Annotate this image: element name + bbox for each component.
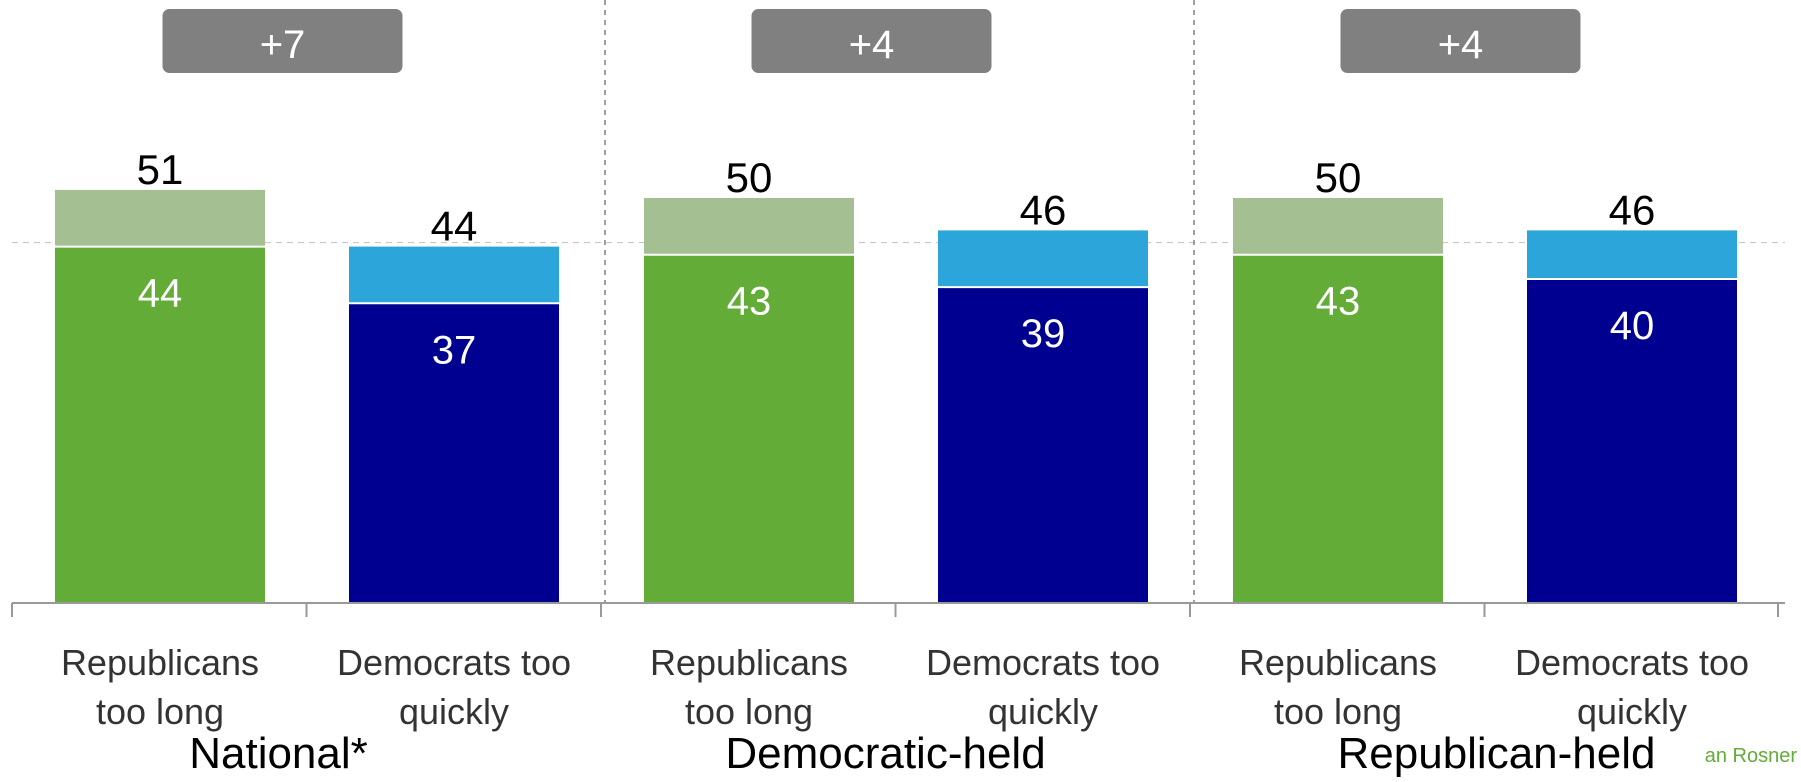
category-label: Republicans: [650, 642, 848, 683]
bar-strong: [1527, 279, 1737, 603]
strong-value-label: 40: [1610, 304, 1655, 348]
total-value-label: 51: [137, 146, 184, 193]
total-value-label: 50: [726, 154, 773, 201]
bar-strong: [644, 254, 854, 603]
difference-label: +4: [1438, 23, 1484, 67]
group-label: Republican-held: [1338, 729, 1656, 778]
difference-badge: [1340, 9, 1581, 73]
category-label: Republicans: [1239, 642, 1437, 683]
category-label: quickly: [399, 691, 509, 732]
group-label: Democratic-held: [725, 729, 1045, 778]
bar-strong: [938, 287, 1148, 603]
category-label: Democrats too: [926, 642, 1160, 683]
total-value-label: 44: [431, 203, 478, 250]
strong-value-label: 39: [1021, 312, 1066, 356]
bar-strong: [1233, 254, 1443, 603]
strong-value-label: 37: [432, 328, 477, 372]
strong-value-label: 43: [727, 280, 772, 324]
category-label: too long: [96, 691, 224, 732]
category-label: quickly: [1577, 691, 1687, 732]
difference-badge: [751, 9, 992, 73]
difference-label: +4: [849, 23, 895, 67]
category-label: too long: [1274, 691, 1402, 732]
category-label: Democrats too: [1515, 642, 1749, 683]
footer-source-text: an Rosner: [1704, 745, 1797, 767]
group-label: National*: [189, 729, 368, 778]
category-label: Republicans: [61, 642, 259, 683]
category-label: too long: [685, 691, 813, 732]
difference-badge: [162, 9, 403, 73]
difference-label: +7: [260, 23, 306, 67]
total-value-label: 46: [1020, 186, 1067, 233]
bar-strong: [349, 303, 559, 603]
total-value-label: 50: [1315, 154, 1362, 201]
strong-value-label: 43: [1316, 280, 1361, 324]
category-label: Democrats too: [337, 642, 571, 683]
bar-strong: [55, 246, 265, 603]
category-label: quickly: [988, 691, 1098, 732]
strong-value-label: 44: [138, 272, 183, 316]
total-value-label: 46: [1609, 186, 1656, 233]
